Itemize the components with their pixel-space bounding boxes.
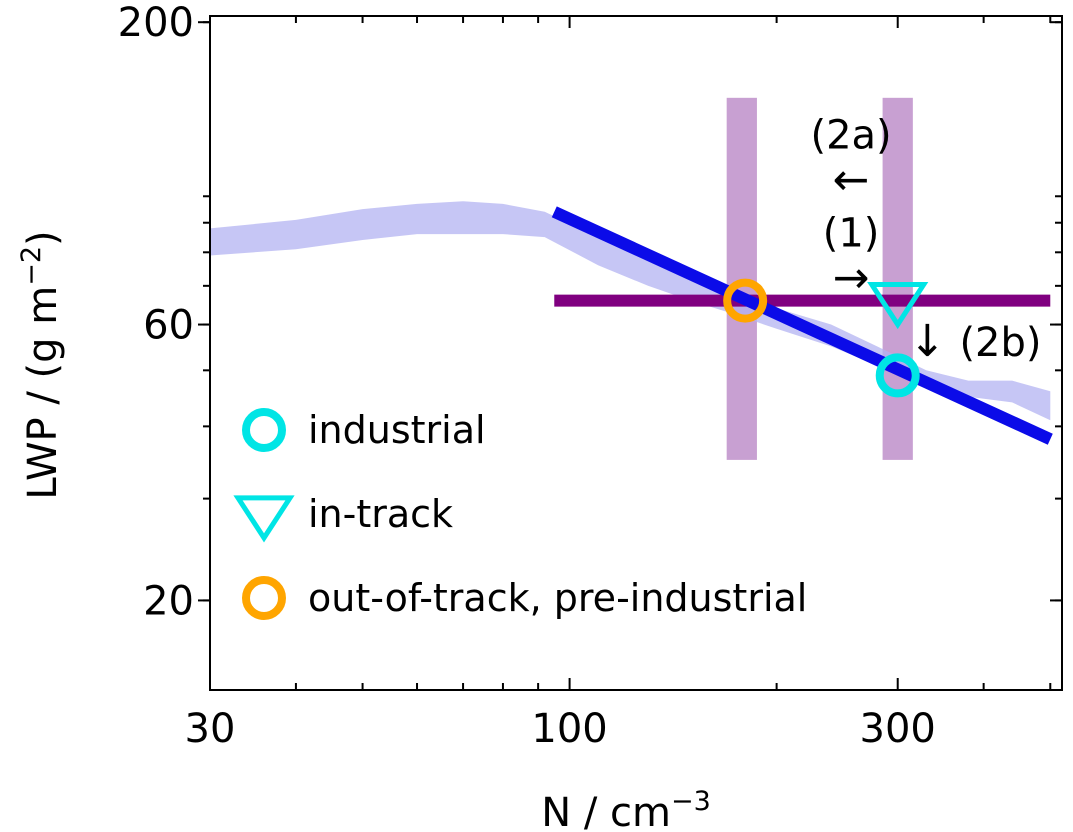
axis-ticks: 30 100 300 20 60 200 [118,0,1062,752]
annotation-label: (1) [823,210,880,256]
annotation-arrow: ↓ [909,316,946,367]
out-of-track-pre-industrial-marker [723,278,768,323]
annotation-label: (2b) [959,320,1041,366]
annotation-arrow: → [833,252,870,303]
y-tick-label: 20 [143,578,194,624]
industrial-marker [875,353,920,398]
x-tick-label: 300 [860,706,936,752]
range-band [210,201,1051,421]
legend-industrial-label: industrial [308,408,486,452]
vertical-band-1 [726,97,757,460]
axes-frame [209,15,1063,691]
vertical-band-2 [882,97,913,460]
fit-line [551,206,1053,445]
y-tick-label: 60 [143,303,194,349]
legend-in-track-marker [233,495,295,543]
plot-area: (2a)←(1)→ ↓ (2b) [210,97,1053,460]
x-axis-label: N / cm−3 [541,786,711,832]
in-track-marker [867,281,929,330]
x-tick-label: 100 [531,706,607,752]
legend-industrial-marker [242,408,286,452]
annotation-arrow: ← [833,155,870,206]
legend-in-track-label: in-track [308,492,453,536]
legend: industrial in-track out-of-track, pre-indu… [233,408,807,620]
x-tick-label: 30 [185,706,236,752]
legend-out-of-track-pre-industrial-label: out-of-track, pre-industrial [308,576,807,620]
y-tick-label: 200 [118,0,194,46]
y-axis-label: LWP / (g m−2) [16,230,66,499]
legend-out-of-track-pre-industrial-marker [242,576,286,620]
annotation-label: (2a) [810,113,891,159]
